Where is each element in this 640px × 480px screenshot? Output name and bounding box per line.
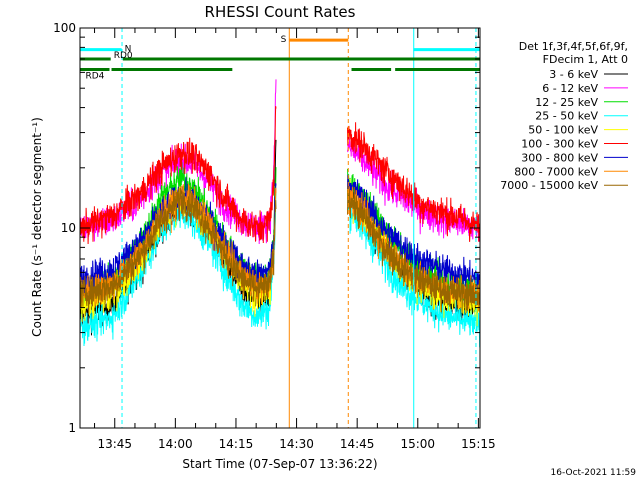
legend-entry-label: 7000 - 15000 keV — [500, 179, 598, 192]
y-tick-label: 10 — [61, 221, 76, 235]
legend-entry-label: 800 - 7000 keV — [514, 165, 598, 178]
series-line — [79, 186, 277, 315]
status-bar-label: RD0 — [114, 51, 133, 61]
legend-header-line: FDecim 1, Att 0 — [543, 53, 628, 66]
series-line — [79, 192, 277, 347]
legend-entry-label: 3 - 6 keV — [549, 68, 598, 81]
x-axis-label: Start Time (07-Sep-07 13:36:22) — [182, 457, 377, 471]
series-line — [79, 106, 277, 245]
x-tick-label: 13:45 — [97, 437, 132, 451]
x-tick-label: 15:00 — [400, 437, 435, 451]
legend-entry-label: 25 - 50 keV — [535, 110, 598, 123]
y-tick-label: 1 — [68, 421, 76, 435]
status-bar-label: S — [281, 35, 287, 45]
legend: Det 1f,3f,4f,5f,6f,9f,FDecim 1, Att 0 3 -… — [500, 40, 628, 192]
legend-header-line: Det 1f,3f,4f,5f,6f,9f, — [519, 40, 628, 53]
legend-entry-label: 100 - 300 keV — [521, 138, 598, 151]
legend-entry-label: 6 - 12 keV — [542, 82, 598, 95]
generation-timestamp: 16-Oct-2021 11:59 — [551, 468, 637, 478]
y-tick-label: 100 — [53, 21, 76, 35]
x-tick-label: 14:45 — [340, 437, 375, 451]
status-bar-label: RD4 — [85, 72, 104, 82]
y-axis-label: Count Rate (s⁻¹ detector segment⁻¹) — [30, 117, 44, 337]
x-tick-label: 14:15 — [219, 437, 254, 451]
status-bar-label: N — [125, 45, 132, 55]
legend-entry-label: 300 - 800 keV — [521, 151, 598, 164]
legend-entry-label: 12 - 25 keV — [535, 96, 598, 109]
legend-entry-label: 50 - 100 keV — [528, 124, 598, 137]
x-tick-label: 14:30 — [279, 437, 314, 451]
x-tick-label: 15:15 — [461, 437, 496, 451]
chart-title: RHESSI Count Rates — [205, 3, 356, 21]
x-tick-label: 14:00 — [158, 437, 193, 451]
